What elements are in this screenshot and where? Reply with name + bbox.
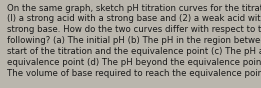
Text: On the same graph, sketch pH titration curves for the titration of
(l) a strong : On the same graph, sketch pH titration c… xyxy=(7,4,261,78)
